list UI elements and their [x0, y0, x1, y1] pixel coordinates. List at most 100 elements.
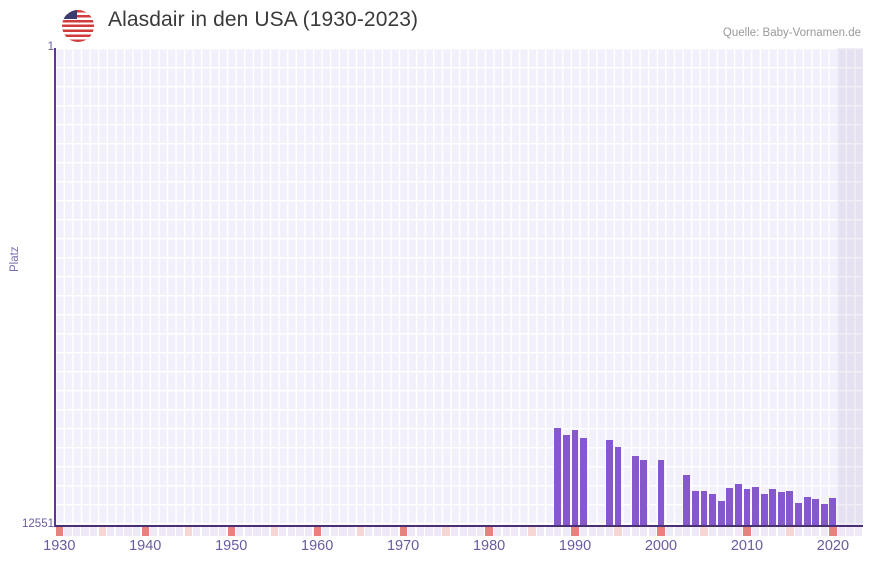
- tick-1967: [373, 527, 381, 536]
- tick-1960: [313, 527, 321, 536]
- chart-header: Alasdair in den USA (1930-2023) Quelle: …: [0, 0, 873, 46]
- tick-2004: [691, 527, 699, 536]
- bar-2018[interactable]: [812, 498, 820, 526]
- bar-2005[interactable]: [700, 491, 708, 526]
- bar-2004[interactable]: [691, 490, 699, 526]
- bar-1990[interactable]: [571, 430, 579, 526]
- tick-1991: [580, 527, 588, 536]
- bar-2010[interactable]: [743, 489, 751, 526]
- bar-2014[interactable]: [777, 492, 785, 526]
- x-axis-labels: 1930 1940 1950 1960 1970 1980 1990 2000 2010 2020: [0, 538, 873, 562]
- tick-2018: [812, 527, 820, 536]
- tick-2002: [674, 527, 682, 536]
- bar-1995[interactable]: [614, 446, 622, 526]
- bar-2020[interactable]: [829, 497, 837, 526]
- tick-1938: [124, 527, 132, 536]
- tick-1965: [356, 527, 364, 536]
- tick-1964: [347, 527, 356, 536]
- tick-1974: [433, 527, 442, 536]
- tick-1999: [648, 527, 656, 536]
- tick-1984: [519, 527, 528, 536]
- bar-1989[interactable]: [563, 434, 570, 526]
- tick-1993: [597, 527, 605, 536]
- tick-2017: [803, 527, 811, 536]
- bar-2000[interactable]: [657, 460, 665, 526]
- bar-2008[interactable]: [726, 487, 734, 526]
- tick-1937: [115, 527, 124, 536]
- tick-1959: [304, 527, 313, 536]
- tick-1935: [98, 527, 106, 536]
- y-axis-title: Platz: [9, 246, 21, 272]
- tick-2001: [665, 527, 674, 536]
- x-axis-label-1970: 1970: [386, 538, 420, 554]
- tick-2009: [734, 527, 742, 536]
- tick-1989: [562, 527, 571, 536]
- grid-lines: [55, 48, 863, 526]
- tick-2005: [700, 527, 708, 536]
- x-axis-label-2000: 2000: [644, 538, 678, 554]
- tick-1958: [296, 527, 304, 536]
- tick-1931: [64, 527, 72, 536]
- tick-2014: [777, 527, 785, 536]
- tick-1961: [322, 527, 330, 536]
- bar-1997[interactable]: [631, 455, 639, 526]
- tick-1963: [339, 527, 347, 536]
- tick-1934: [90, 527, 98, 536]
- tick-1979: [476, 527, 485, 536]
- tick-1950: [227, 527, 235, 536]
- tick-2006: [708, 527, 717, 536]
- x-axis-label-1980: 1980: [472, 538, 506, 554]
- us-flag-icon: [62, 10, 94, 42]
- tick-1980: [485, 527, 493, 536]
- bar-2017[interactable]: [803, 497, 811, 526]
- y-axis-label-bottom: 12551: [22, 518, 54, 530]
- bar-1988[interactable]: [554, 428, 562, 526]
- bar-2007[interactable]: [717, 501, 725, 526]
- y-axis-line: [54, 48, 56, 527]
- tick-1992: [588, 527, 596, 536]
- tick-1946: [193, 527, 201, 536]
- bar-2015[interactable]: [786, 490, 794, 526]
- page-title: Alasdair in den USA (1930-2023): [108, 8, 419, 31]
- tick-1986: [537, 527, 545, 536]
- unranked-region-shading: [837, 48, 863, 526]
- bar-2016[interactable]: [795, 502, 802, 526]
- tick-2019: [820, 527, 828, 536]
- bar-2019[interactable]: [820, 504, 828, 526]
- bar-1994[interactable]: [605, 439, 613, 526]
- tick-1942: [158, 527, 167, 536]
- x-axis-label-1950: 1950: [215, 538, 248, 554]
- tick-1948: [210, 527, 218, 536]
- bar-2011[interactable]: [752, 487, 759, 526]
- tick-1933: [81, 527, 89, 536]
- tick-1983: [511, 527, 519, 536]
- x-axis-line: [55, 525, 863, 527]
- bar-2009[interactable]: [734, 484, 742, 526]
- bar-2003[interactable]: [683, 474, 691, 526]
- bar-1991[interactable]: [580, 437, 588, 526]
- bar-2006[interactable]: [709, 494, 716, 526]
- tick-1988: [554, 527, 562, 536]
- tick-1962: [330, 527, 338, 536]
- plot-area: [55, 48, 863, 526]
- x-axis-label-1940: 1940: [129, 538, 162, 554]
- tick-1953: [253, 527, 261, 536]
- tick-2013: [769, 527, 777, 536]
- bar-2013[interactable]: [769, 489, 777, 526]
- tick-1997: [631, 527, 639, 536]
- flag-canton: [62, 10, 77, 19]
- tick-1977: [459, 527, 467, 536]
- tick-1982: [502, 527, 510, 536]
- tick-1976: [451, 527, 459, 536]
- bar-1998[interactable]: [640, 460, 648, 526]
- tick-1971: [408, 527, 416, 536]
- tick-2021: [837, 527, 846, 536]
- tick-1944: [176, 527, 184, 536]
- tick-1990: [571, 527, 579, 536]
- tick-1996: [623, 527, 631, 536]
- x-axis-label-1930: 1930: [43, 538, 76, 554]
- bar-2012[interactable]: [760, 494, 768, 526]
- tick-2003: [683, 527, 691, 536]
- tick-1987: [545, 527, 553, 536]
